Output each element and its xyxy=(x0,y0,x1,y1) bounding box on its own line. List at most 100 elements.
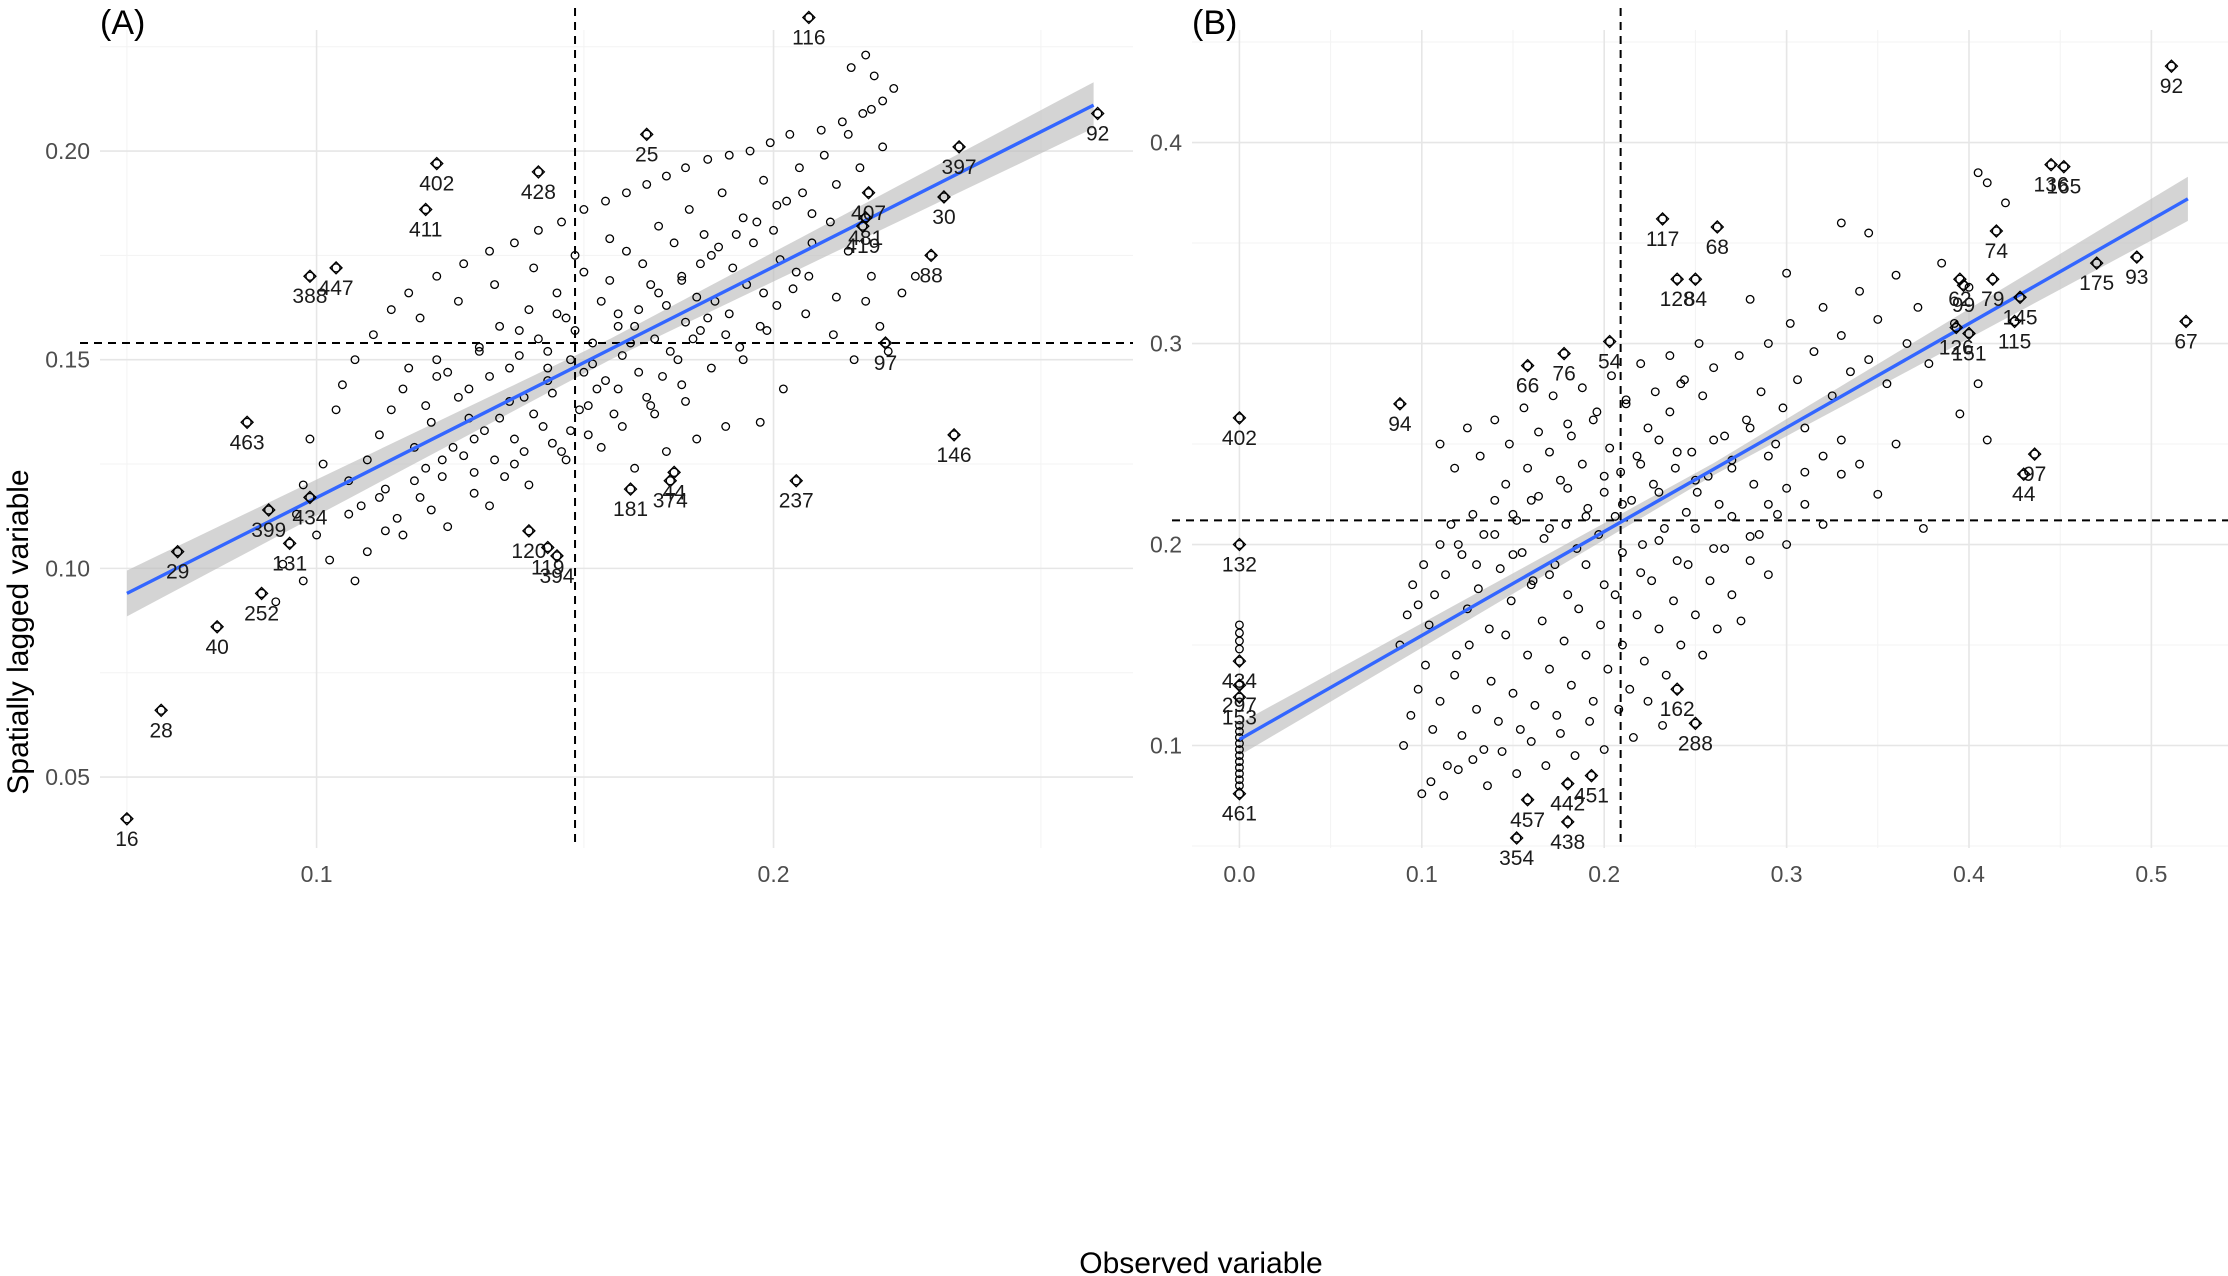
panel-a-labeled-marker xyxy=(282,536,297,551)
panel-b-point xyxy=(1517,548,1527,558)
panel-a-point xyxy=(642,392,652,402)
panel-a-labeled-marker xyxy=(550,548,564,563)
panel-b-labeled-point xyxy=(1234,789,1245,799)
panel-a-point xyxy=(801,309,811,319)
panel-a-point xyxy=(738,355,748,365)
panel-a-point xyxy=(543,346,553,356)
panel-a-labeled-point xyxy=(804,12,814,23)
panel-a-point xyxy=(459,451,469,461)
panel-b-labeled-marker xyxy=(1688,272,1703,287)
panel-b-point xyxy=(1534,491,1543,501)
panel-a-point xyxy=(785,129,795,139)
panel-b-point xyxy=(1475,451,1485,461)
panel-a-point xyxy=(350,576,360,586)
panel-a-point xyxy=(658,371,667,381)
panel-a-point-label: 116 xyxy=(792,26,825,49)
panel-b-point xyxy=(1490,495,1500,505)
panel-b-point xyxy=(1501,630,1511,640)
panel-a-labeled-marker xyxy=(261,503,276,517)
y-axis-title: Spatially lagged variable xyxy=(2,469,35,794)
panel-a-point xyxy=(828,330,838,340)
panel-b-labeled-marker xyxy=(1962,326,1976,341)
panel-b-point xyxy=(1709,544,1719,553)
panel-a-point-label: 25 xyxy=(635,143,658,166)
panel-b-point xyxy=(1508,550,1518,560)
panel-a-point xyxy=(409,476,419,486)
panel-a-labeled-marker xyxy=(531,164,546,179)
panel-a-point xyxy=(421,463,431,473)
panel-b-labeled-point xyxy=(1690,274,1701,284)
panel-b-point xyxy=(1745,532,1755,541)
panel-a-point xyxy=(421,401,431,411)
panel-b-points xyxy=(1234,168,2010,801)
panel-a-points xyxy=(271,50,920,607)
panel-a-labeled-point xyxy=(665,476,675,486)
panel-b-point xyxy=(1773,509,1782,519)
panel-b-point xyxy=(1413,684,1423,694)
panel-b-point xyxy=(1727,511,1737,521)
panel-b-point xyxy=(1654,487,1664,497)
panel-a-point xyxy=(469,467,479,477)
panel-b-labeled-point xyxy=(1672,684,1682,694)
panel-b-point xyxy=(1523,650,1533,660)
panel-a-point xyxy=(557,447,566,456)
panel-b-regression-line xyxy=(1238,197,2189,741)
panel-a-point xyxy=(630,463,640,473)
panel-b-point xyxy=(1563,590,1573,600)
panel-a-labeled-point xyxy=(305,492,315,503)
panel-b-point xyxy=(1402,610,1412,620)
panel-b-point xyxy=(1676,640,1686,650)
panel-b-point-label: 132 xyxy=(1222,554,1257,577)
panel-b-point xyxy=(1408,580,1418,590)
panel-a-labeled-point xyxy=(625,484,636,494)
panel-b-point xyxy=(1424,620,1434,630)
panel-b-labeled-point xyxy=(1586,770,1597,781)
panel-b-point xyxy=(1636,568,1646,578)
panel-b-point xyxy=(1599,745,1609,754)
panel-b-point xyxy=(1530,700,1540,710)
panel-a-point xyxy=(778,384,788,394)
panel-b-point xyxy=(1845,367,1855,377)
panel-a-point xyxy=(459,259,469,269)
panel-a-point xyxy=(745,146,755,156)
panel-b-labeled-point xyxy=(1988,274,1998,284)
panel-b-labeled-marker xyxy=(1560,776,1575,791)
panel-a-labeled-marker xyxy=(878,336,893,350)
panel-b-point xyxy=(1545,664,1554,674)
panel-b-point xyxy=(1618,640,1627,650)
panel-b-labeled-marker xyxy=(1602,334,1617,349)
panel-b-point xyxy=(1864,355,1874,365)
panel-b-point xyxy=(1421,660,1430,670)
panel-b-x-tick-label: 0.0 xyxy=(1223,861,1255,887)
panel-b-labeled-marker xyxy=(1509,831,1524,845)
panel-b-point xyxy=(1581,650,1591,660)
panel-a-point xyxy=(755,321,765,331)
panel-a-labeled-marker xyxy=(855,219,870,234)
panel-b-point xyxy=(1435,439,1445,449)
panel-a-grid xyxy=(100,30,1133,848)
panel-b-labeled-marker xyxy=(1520,792,1535,807)
panel-b-point xyxy=(1672,556,1682,566)
panel-b-point xyxy=(1450,670,1460,680)
panel-b-point xyxy=(1937,258,1947,268)
panel-b-point-label: 74 xyxy=(1985,240,2009,263)
panel-a-point xyxy=(557,217,566,227)
panel-b-point xyxy=(1855,286,1865,296)
panel-a-point xyxy=(292,509,301,519)
panel-b-point xyxy=(1632,451,1642,461)
panel-b-point xyxy=(1782,540,1792,549)
panel-a-point xyxy=(638,259,648,269)
panel-b-point xyxy=(1864,228,1874,238)
panel-b-point xyxy=(1754,530,1764,539)
panel-b-point xyxy=(1636,359,1646,369)
panel-a-point xyxy=(298,576,308,586)
panel-a-point-label: 181 xyxy=(613,498,648,521)
panel-a-point xyxy=(278,559,288,569)
panel-a-y-tick-label: 0.10 xyxy=(45,555,90,581)
panel-a-point xyxy=(443,522,453,532)
panel-a-point xyxy=(500,472,510,482)
panel-b-point xyxy=(1705,576,1715,586)
panel-b-point xyxy=(1577,459,1587,469)
panel-b-point-label: 66 xyxy=(1516,375,1539,398)
panel-a-point xyxy=(878,96,888,106)
